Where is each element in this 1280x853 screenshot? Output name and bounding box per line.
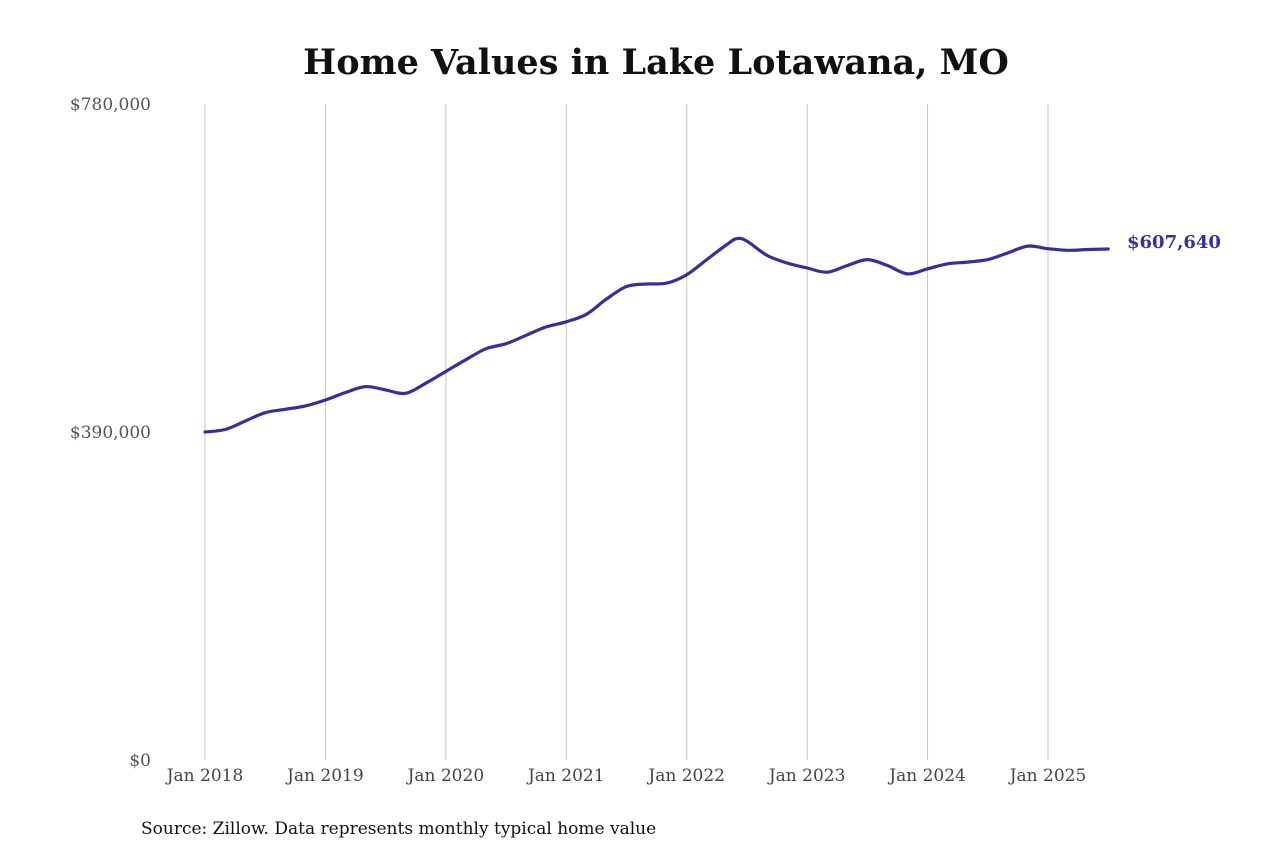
data-point	[1107, 248, 1110, 251]
x-tick-label: Jan 2024	[887, 766, 966, 786]
data-point	[605, 298, 608, 301]
data-point	[1047, 247, 1050, 250]
data-point	[1026, 245, 1029, 248]
data-point	[645, 283, 648, 286]
chart-title: Home Values in Lake Lotawana, MO	[303, 42, 1009, 83]
data-point	[444, 370, 447, 373]
data-point	[525, 334, 528, 337]
data-point	[204, 431, 207, 434]
x-tick-label: Jan 2018	[165, 766, 244, 786]
data-point	[585, 313, 588, 316]
data-point	[665, 282, 668, 285]
data-point	[545, 325, 548, 328]
series-group	[203, 236, 1110, 434]
data-point	[806, 267, 809, 270]
y-tick-label: $390,000	[70, 423, 151, 443]
data-point	[485, 347, 488, 350]
data-point	[625, 285, 628, 288]
data-point	[685, 273, 688, 276]
data-point	[766, 254, 769, 257]
data-point	[866, 258, 869, 261]
data-point	[565, 320, 568, 323]
data-point	[1006, 251, 1009, 254]
x-tick-label: Jan 2021	[526, 766, 605, 786]
data-point	[705, 258, 708, 261]
y-axis-ticks: $0 $390,000 $780,000	[70, 95, 151, 771]
data-point	[745, 240, 748, 243]
data-point	[505, 342, 508, 345]
data-point	[926, 267, 929, 270]
end-value-label: $607,640	[1127, 232, 1221, 253]
data-point	[735, 237, 738, 240]
data-point	[304, 404, 307, 407]
x-tick-label: Jan 2023	[767, 766, 846, 786]
data-point	[324, 399, 327, 402]
data-point	[364, 385, 367, 388]
data-point	[404, 392, 407, 395]
data-point	[886, 264, 889, 267]
data-point	[1087, 248, 1090, 251]
data-point	[906, 272, 909, 275]
x-gridlines	[204, 104, 1049, 760]
x-tick-label: Jan 2019	[285, 766, 364, 786]
data-point	[244, 420, 247, 423]
data-point	[946, 262, 949, 265]
data-point	[344, 391, 347, 394]
y-tick-label: $0	[129, 751, 151, 771]
data-point	[464, 358, 467, 361]
data-point	[966, 261, 969, 264]
data-point	[725, 243, 728, 246]
y-tick-label: $780,000	[70, 95, 151, 115]
x-tick-label: Jan 2025	[1008, 766, 1087, 786]
data-point	[1067, 249, 1070, 252]
home-value-series-line	[203, 236, 1110, 434]
data-point	[786, 262, 789, 265]
data-point	[826, 271, 829, 274]
x-tick-label: Jan 2020	[406, 766, 485, 786]
data-point	[264, 411, 267, 414]
x-tick-label: Jan 2022	[646, 766, 725, 786]
data-point	[284, 408, 287, 411]
x-axis-ticks: Jan 2018 Jan 2019 Jan 2020 Jan 2021 Jan 2022…	[165, 766, 1087, 786]
data-point	[986, 258, 989, 261]
data-point	[384, 388, 387, 391]
data-point	[424, 382, 427, 385]
data-point	[846, 264, 849, 267]
source-note: Source: Zillow. Data represents monthly …	[141, 819, 656, 839]
data-point	[224, 428, 227, 431]
